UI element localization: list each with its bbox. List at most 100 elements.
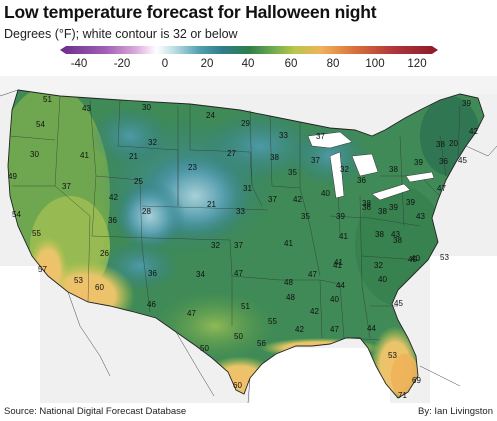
- temp-label: 38: [375, 230, 384, 239]
- temp-label: 53: [388, 351, 397, 360]
- temp-label: 60: [233, 381, 242, 390]
- temp-label: 25: [134, 177, 143, 186]
- color-scale: -40 -20 0 20 40 60 80 100 120: [0, 44, 497, 74]
- temp-label: 41: [339, 232, 348, 241]
- temp-label: 42: [310, 307, 319, 316]
- temp-label: 51: [43, 95, 52, 104]
- temp-label: 39: [389, 203, 398, 212]
- temp-label: 35: [301, 212, 310, 221]
- temp-label: 42: [469, 127, 478, 136]
- temp-label: 41: [80, 151, 89, 160]
- temp-label: 43: [82, 104, 91, 113]
- temp-label: 23: [188, 163, 197, 172]
- scale-label: 40: [241, 58, 255, 70]
- temp-label: 46: [147, 300, 156, 309]
- temp-label: 40: [408, 255, 417, 264]
- temp-label: 69: [412, 376, 421, 385]
- scale-label: 60: [284, 58, 298, 70]
- temp-label: 38: [389, 165, 398, 174]
- temp-label: 43: [416, 212, 425, 221]
- temp-label: 41: [284, 239, 293, 248]
- temp-label: 55: [32, 229, 41, 238]
- neighbor-outlines: [0, 89, 497, 403]
- temp-label: 39: [406, 198, 415, 207]
- temp-label: 53: [440, 253, 449, 262]
- scale-label: -40: [70, 58, 88, 70]
- temp-label: 47: [437, 184, 446, 193]
- temp-label: 51: [241, 302, 250, 311]
- temp-label: 27: [227, 149, 236, 158]
- temp-label: 42: [293, 195, 302, 204]
- temp-label: 38: [436, 140, 445, 149]
- canada-region: [0, 76, 497, 94]
- temp-label: 39: [462, 99, 471, 108]
- temp-label: 31: [243, 184, 252, 193]
- temp-label: 34: [196, 270, 205, 279]
- temp-label: 42: [109, 193, 118, 202]
- temp-label: 40: [411, 254, 420, 263]
- temp-label: 41: [334, 258, 343, 267]
- pacific-ocean: [0, 266, 40, 403]
- scale-label: 20: [200, 58, 214, 70]
- temp-label: 33: [236, 207, 245, 216]
- temp-label: 32: [340, 165, 349, 174]
- temp-label: 40: [321, 189, 330, 198]
- temp-label: 47: [330, 325, 339, 334]
- temp-label: 35: [288, 168, 297, 177]
- atlantic-ocean: [430, 256, 497, 403]
- temp-label: 37: [62, 182, 71, 191]
- temp-label: 45: [394, 299, 403, 308]
- temp-label: 28: [142, 207, 151, 216]
- temp-label: 26: [100, 249, 109, 258]
- temp-label: 50: [200, 344, 209, 353]
- temp-label: 32: [374, 261, 383, 270]
- temp-label: 32: [148, 138, 157, 147]
- temp-label: 60: [95, 283, 104, 292]
- scale-label: 120: [407, 58, 427, 70]
- temp-label: 47: [234, 269, 243, 278]
- temp-label: 48: [284, 278, 293, 287]
- temp-label: 36: [362, 203, 371, 212]
- temp-label: 47: [187, 309, 196, 318]
- temperature-map: 51 43 30 24 29 33 37 39 42 54 32 38 20 3…: [0, 76, 497, 403]
- temp-label: 24: [206, 111, 215, 120]
- temp-label: 56: [257, 339, 266, 348]
- temp-label: 33: [279, 131, 288, 140]
- temp-label: 36: [148, 269, 157, 278]
- temp-label: 39: [336, 212, 345, 221]
- temp-label: 54: [12, 210, 21, 219]
- temp-label: 44: [367, 324, 376, 333]
- source-credit: Source: National Digital Forecast Databa…: [4, 406, 187, 417]
- temp-label: 39: [414, 158, 423, 167]
- us-border: [7, 89, 485, 399]
- temp-label: 37: [268, 195, 277, 204]
- temp-label: 71: [398, 391, 407, 400]
- temp-label: 42: [295, 325, 304, 334]
- temp-label: 21: [207, 200, 216, 209]
- temp-label: 45: [458, 156, 467, 165]
- temp-label: 29: [241, 119, 250, 128]
- temp-label: 47: [308, 270, 317, 279]
- page-title: Low temperature forecast for Halloween n…: [4, 2, 377, 22]
- scale-gradient: [60, 46, 438, 54]
- temp-label: 36: [439, 157, 448, 166]
- temp-label: 40: [378, 275, 387, 284]
- temp-label: 49: [8, 172, 17, 181]
- temp-label: 50: [234, 332, 243, 341]
- scale-label: -20: [113, 58, 131, 70]
- scale-label: 0: [161, 58, 169, 70]
- scale-label: 100: [365, 58, 385, 70]
- temp-label: 38: [270, 153, 279, 162]
- temp-label: 38: [378, 207, 387, 216]
- temperature-labels: 51 43 30 24 29 33 37 39 42 54 32 38 20 3…: [8, 95, 478, 400]
- scale-label: 80: [326, 58, 340, 70]
- temp-label: 30: [30, 150, 39, 159]
- temp-label: 30: [142, 103, 151, 112]
- temp-label: 37: [311, 156, 320, 165]
- temp-label: 40: [330, 295, 339, 304]
- page-subtitle: Degrees (°F); white contour is 32 or bel…: [4, 27, 238, 41]
- temp-label: 38: [393, 236, 402, 245]
- temp-label: 48: [286, 293, 295, 302]
- color-scale-bar: [60, 46, 438, 54]
- temp-label: 41: [333, 261, 342, 270]
